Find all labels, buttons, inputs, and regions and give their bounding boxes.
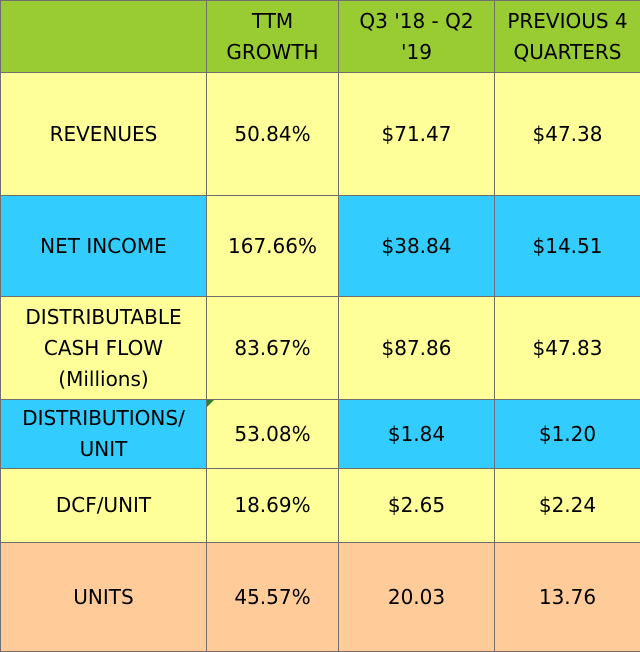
current-period-cell: $1.84 xyxy=(339,400,495,469)
table-row-revenues: REVENUES 50.84% $71.47 $47.38 xyxy=(1,73,640,196)
ttm-growth-cell: 45.57% xyxy=(207,543,339,652)
row-label: DISTRIBUTIONS/ UNIT xyxy=(1,400,207,469)
row-label: DCF/UNIT xyxy=(1,469,207,543)
header-cell-ttm-growth: TTM GROWTH xyxy=(207,1,339,73)
ttm-growth-cell: 83.67% xyxy=(207,297,339,400)
current-period-cell: $38.84 xyxy=(339,196,495,297)
header-row: TTM GROWTH Q3 '18 - Q2 '19 PREVIOUS 4 QU… xyxy=(1,1,640,73)
previous-quarters-cell: $14.51 xyxy=(495,196,640,297)
ttm-growth-cell: 18.69% xyxy=(207,469,339,543)
previous-quarters-cell: $47.38 xyxy=(495,73,640,196)
header-cell-metric xyxy=(1,1,207,73)
ttm-growth-cell: 167.66% xyxy=(207,196,339,297)
current-period-cell: $87.86 xyxy=(339,297,495,400)
previous-quarters-cell: $2.24 xyxy=(495,469,640,543)
row-label: DISTRIBUTABLE CASH FLOW (Millions) xyxy=(1,297,207,400)
row-label: UNITS xyxy=(1,543,207,652)
row-label: REVENUES xyxy=(1,73,207,196)
table-row-units: UNITS 45.57% 20.03 13.76 xyxy=(1,543,640,652)
current-period-cell: $71.47 xyxy=(339,73,495,196)
previous-quarters-cell: $1.20 xyxy=(495,400,640,469)
previous-quarters-cell: 13.76 xyxy=(495,543,640,652)
current-period-cell: $2.65 xyxy=(339,469,495,543)
current-period-cell: 20.03 xyxy=(339,543,495,652)
table-row-dcf-per-unit: DCF/UNIT 18.69% $2.65 $2.24 xyxy=(1,469,640,543)
row-label: NET INCOME xyxy=(1,196,207,297)
ttm-growth-cell: 50.84% xyxy=(207,73,339,196)
ttm-growth-cell: 53.08% xyxy=(207,400,339,469)
previous-quarters-cell: $47.83 xyxy=(495,297,640,400)
header-cell-previous-quarters: PREVIOUS 4 QUARTERS xyxy=(495,1,640,73)
table-row-net-income: NET INCOME 167.66% $38.84 $14.51 xyxy=(1,196,640,297)
header-cell-current-period: Q3 '18 - Q2 '19 xyxy=(339,1,495,73)
table-row-distributable-cash-flow: DISTRIBUTABLE CASH FLOW (Millions) 83.67… xyxy=(1,297,640,400)
table-row-distributions-per-unit: DISTRIBUTIONS/ UNIT 53.08% $1.84 $1.20 xyxy=(1,400,640,469)
